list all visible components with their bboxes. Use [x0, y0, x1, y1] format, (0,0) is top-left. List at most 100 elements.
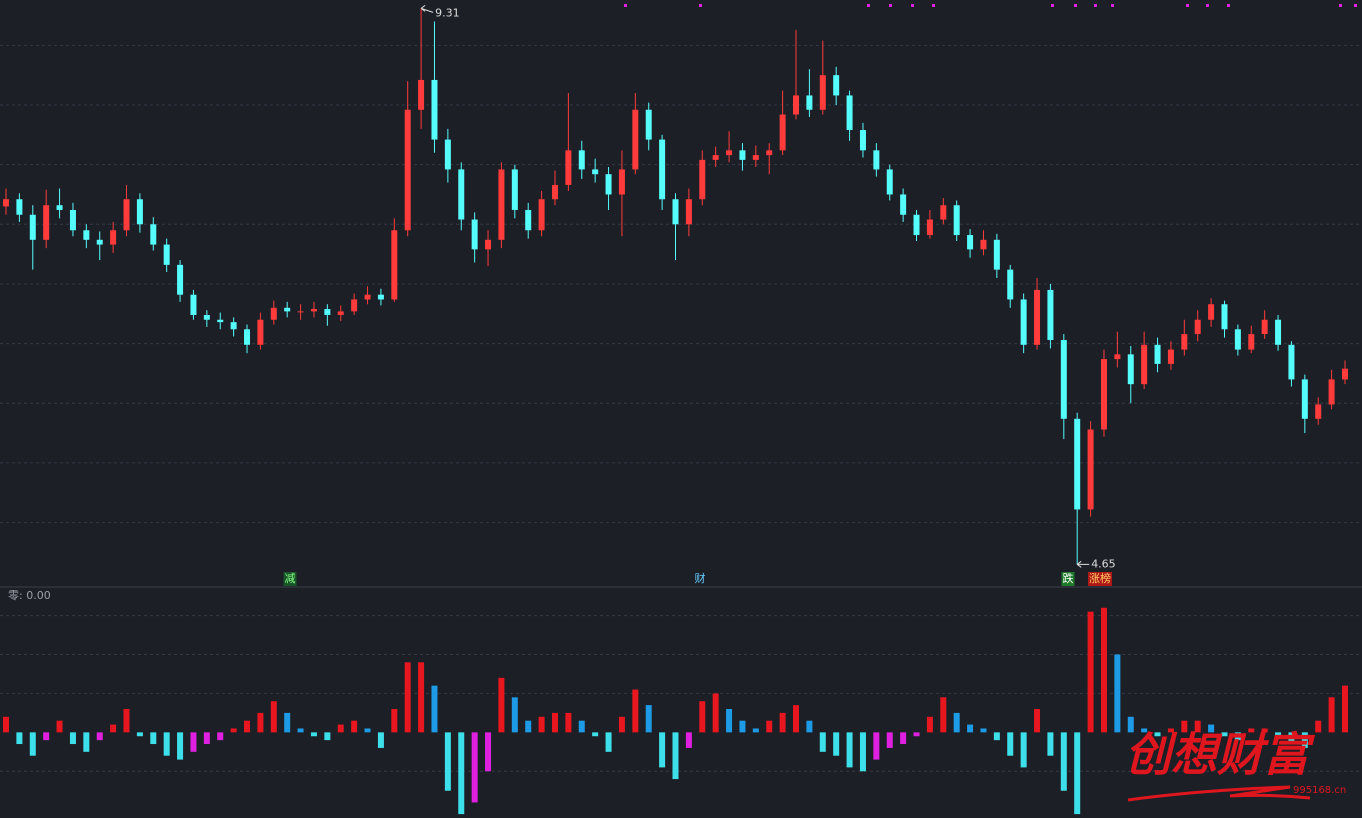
candle-body: [793, 95, 800, 115]
candle-body: [726, 150, 733, 156]
histogram-bar: [1208, 724, 1215, 733]
histogram-bar: [1275, 732, 1282, 737]
histogram-bar: [297, 728, 304, 733]
candle-body: [1288, 344, 1295, 380]
histogram-bar: [551, 712, 558, 733]
candle-body: [310, 309, 317, 312]
candle-body: [926, 219, 933, 236]
histogram-bar: [177, 732, 184, 760]
histogram-bar: [1100, 607, 1107, 733]
histogram-bar: [337, 724, 344, 733]
candle-body: [859, 130, 866, 151]
min-label: 4.65: [1091, 557, 1116, 570]
candle-body: [846, 95, 853, 131]
histogram-bar: [123, 709, 130, 733]
candle-body: [444, 139, 451, 170]
histogram-bar: [873, 732, 880, 760]
histogram-bar: [752, 728, 759, 733]
max-arrow: [420, 4, 434, 13]
candle-body: [672, 199, 679, 225]
histogram-bar: [471, 732, 478, 803]
annotation: 财: [695, 571, 706, 585]
histogram-bar: [913, 732, 920, 737]
histogram-bar: [1141, 728, 1148, 733]
histogram-bar: [1127, 716, 1134, 733]
histogram-bar: [56, 720, 63, 733]
candle-body: [150, 224, 157, 245]
histogram-bar: [1315, 720, 1322, 733]
histogram-bar: [926, 716, 933, 733]
candle-body: [377, 294, 384, 300]
candle-body: [551, 184, 558, 200]
candle-body: [900, 194, 907, 215]
watermark-swoosh: [1127, 785, 1311, 802]
histogram-bar: [672, 732, 679, 780]
candle-body: [578, 150, 585, 170]
histogram-bar: [1020, 732, 1027, 768]
histogram-bar: [351, 720, 358, 733]
candle-body: [953, 205, 960, 236]
candle-body: [56, 205, 63, 210]
histogram-bar: [726, 709, 733, 733]
histogram-bar: [766, 720, 773, 733]
candle-body: [605, 174, 612, 195]
histogram-bar: [404, 662, 411, 733]
histogram-bar: [498, 677, 505, 733]
annotation-box: [283, 572, 297, 586]
candle-body: [351, 299, 358, 312]
histogram-bar: [685, 732, 692, 748]
candle-body: [779, 114, 786, 151]
histogram-bar: [779, 712, 786, 733]
candle-body: [940, 205, 947, 220]
candle-body: [819, 75, 826, 110]
candle-body: [1194, 319, 1201, 335]
histogram-bar: [1328, 697, 1335, 733]
candle-body: [1342, 368, 1348, 380]
candle-body: [177, 264, 184, 295]
candle-body: [418, 79, 425, 110]
histogram-bar: [1007, 732, 1014, 756]
histogram-bar: [1221, 732, 1228, 737]
histogram-bar: [1060, 732, 1067, 791]
annotation: 跌: [1063, 571, 1074, 585]
histogram-bar: [565, 712, 572, 733]
annotation-box: [1088, 572, 1112, 586]
histogram-bar: [1074, 732, 1081, 815]
candle-body: [404, 109, 411, 231]
histogram-bar: [96, 732, 103, 741]
histogram-bar: [43, 732, 50, 741]
candle-body: [69, 209, 76, 231]
candle-body: [525, 209, 532, 231]
candle-body: [712, 155, 719, 160]
histogram-bar: [886, 732, 893, 748]
histogram-bar: [980, 728, 987, 733]
histogram-bar: [244, 720, 251, 733]
histogram-bar: [324, 732, 331, 741]
annotation: 涨榜: [1089, 571, 1111, 585]
histogram-bar: [1194, 720, 1201, 733]
candle-body: [967, 235, 974, 250]
histogram-bar: [967, 724, 974, 733]
histogram-bar: [525, 720, 532, 733]
candle-body: [217, 319, 224, 323]
candle-body: [1007, 269, 1014, 300]
candle-body: [1181, 334, 1188, 350]
max-label: 9.31: [435, 6, 460, 19]
histogram-bar: [900, 732, 907, 745]
histogram-bar: [859, 732, 866, 772]
histogram-bar: [1234, 732, 1241, 741]
histogram-bar: [270, 701, 277, 733]
histogram-bar: [1301, 732, 1308, 748]
histogram-bar: [377, 732, 384, 748]
histogram-bar: [217, 732, 224, 741]
histogram-bar: [1047, 732, 1054, 756]
histogram-bar: [511, 697, 518, 733]
candle-body: [230, 322, 237, 330]
histogram-bar: [3, 716, 9, 733]
candle-body: [1234, 329, 1241, 350]
candle-body: [203, 314, 210, 320]
candle-body: [565, 150, 572, 185]
histogram-bar: [391, 709, 398, 733]
